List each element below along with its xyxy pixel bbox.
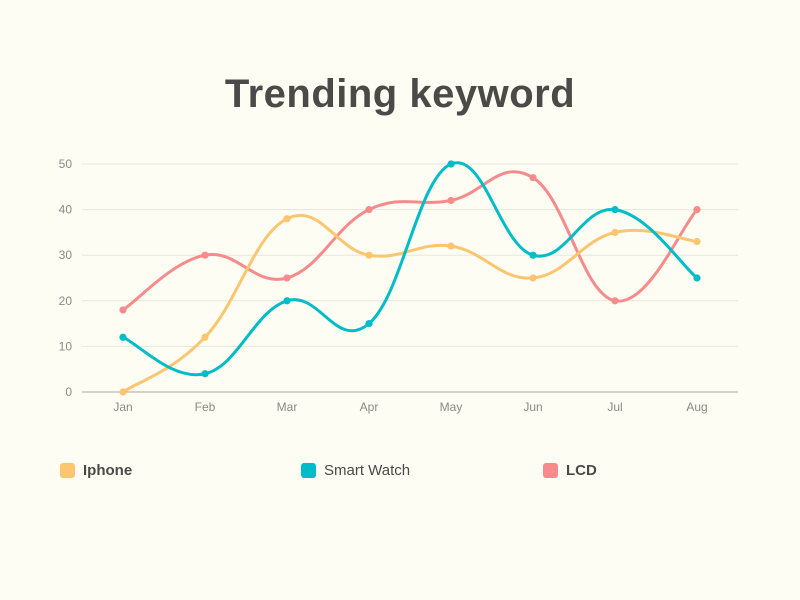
data-point-lcd-feb <box>201 251 209 259</box>
data-point-lcd-aug <box>693 206 701 214</box>
series-line-iphone <box>121 213 699 394</box>
chart-title: Trending keyword <box>224 72 576 116</box>
y-tick-label: 50 <box>59 157 73 171</box>
data-point-iphone-jun <box>529 274 537 282</box>
data-point-smart-watch-mar <box>283 297 291 305</box>
legend-swatch-lcd <box>543 463 558 478</box>
data-point-lcd-jan <box>119 306 127 314</box>
data-point-smart-watch-jan <box>119 333 127 341</box>
grid-lines <box>82 163 738 347</box>
x-tick-label: Feb <box>195 400 216 414</box>
legend-item-iphone: Iphone <box>60 462 132 479</box>
data-point-iphone-mar <box>283 215 291 223</box>
legend-label-smart-watch: Smart Watch <box>324 462 411 479</box>
data-point-smart-watch-jun <box>529 251 537 259</box>
legend: Iphone Smart Watch LCD <box>0 462 800 486</box>
series-lines <box>121 161 699 394</box>
data-point-iphone-jul <box>611 228 619 236</box>
data-point-iphone-apr <box>365 251 373 259</box>
x-tick-label: Jun <box>523 400 542 414</box>
data-point-iphone-jan <box>119 388 127 396</box>
legend-item-smart-watch: Smart Watch <box>301 462 410 479</box>
x-tick-label: Aug <box>686 400 707 414</box>
data-point-lcd-apr <box>365 206 373 214</box>
y-tick-label: 30 <box>59 248 73 262</box>
data-points <box>119 160 701 396</box>
data-point-smart-watch-jul <box>611 206 619 214</box>
legend-label-iphone: Iphone <box>83 462 133 479</box>
y-tick-label: 0 <box>65 385 72 399</box>
data-point-smart-watch-feb <box>201 370 209 378</box>
legend-item-lcd: LCD <box>543 462 597 479</box>
x-tick-label: Mar <box>277 400 298 414</box>
legend-swatch-smart-watch <box>301 463 316 478</box>
x-tick-label: Jul <box>607 400 622 414</box>
data-point-iphone-may <box>447 242 455 250</box>
data-point-smart-watch-apr <box>365 320 373 328</box>
y-tick-label: 20 <box>59 294 73 308</box>
legend-swatch-iphone <box>60 463 75 478</box>
series-line-smart-watch <box>121 161 699 377</box>
y-tick-label: 40 <box>59 203 73 217</box>
axes: 0 10 20 30 40 50 Jan Feb Mar Apr May Jun Jul Aug <box>59 157 738 414</box>
legend-label-lcd: LCD <box>566 462 597 479</box>
data-point-lcd-may <box>447 196 455 205</box>
data-point-lcd-jun <box>529 174 537 182</box>
data-point-iphone-feb <box>201 333 209 341</box>
data-point-lcd-jul <box>611 297 619 305</box>
data-point-lcd-mar <box>283 274 291 282</box>
data-point-smart-watch-may <box>447 160 455 168</box>
y-tick-label: 10 <box>59 339 73 353</box>
data-point-smart-watch-aug <box>693 274 701 282</box>
data-point-iphone-aug <box>693 237 701 246</box>
x-tick-label: Apr <box>360 400 379 414</box>
x-tick-label: May <box>440 400 463 414</box>
x-tick-label: Jan <box>113 400 132 414</box>
